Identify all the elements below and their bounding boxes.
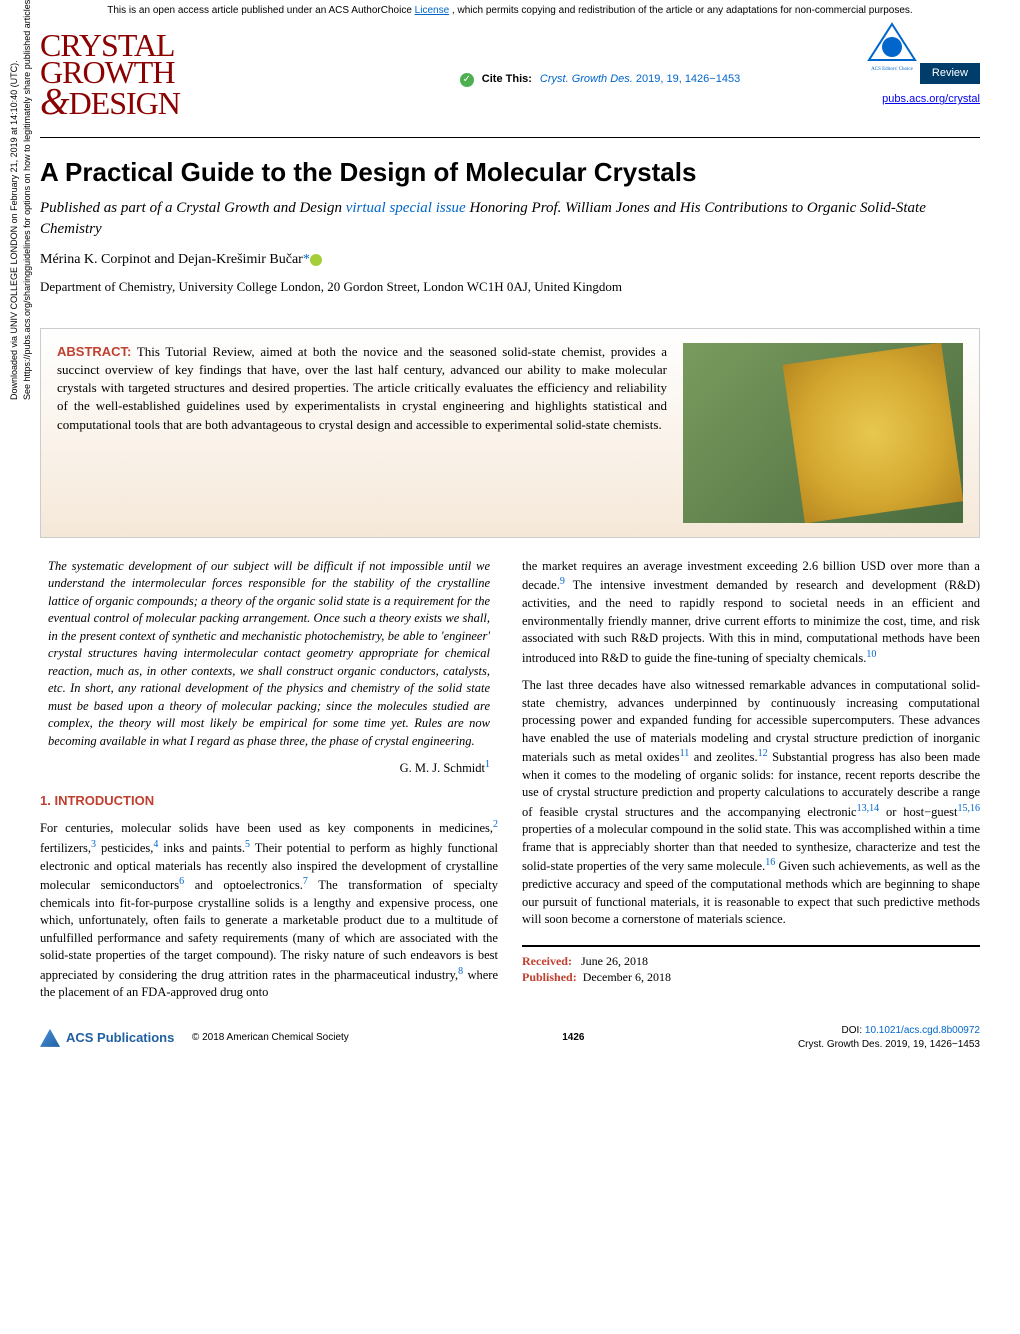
ref-9[interactable]: 9: [560, 576, 565, 587]
journal-logo: CRYSTAL GROWTH &DESIGN: [40, 22, 220, 129]
journal-ampersand: &: [40, 81, 69, 123]
doi-line: DOI: 10.1021/acs.cgd.8b00972: [798, 1024, 980, 1038]
checkmark-icon: ✓: [460, 73, 474, 87]
article-header: A Practical Guide to the Design of Molec…: [0, 154, 1020, 328]
received-label: Received:: [522, 954, 572, 968]
abstract-box: ABSTRACT: This Tutorial Review, aimed at…: [40, 328, 980, 538]
ref-12[interactable]: 12: [758, 748, 768, 759]
page-number: 1426: [562, 1031, 584, 1045]
abstract-text: ABSTRACT: This Tutorial Review, aimed at…: [57, 343, 667, 523]
right-badges: ACS Editors' Choice Review pubs.acs.org/…: [860, 22, 980, 108]
affiliation: Department of Chemistry, University Coll…: [40, 278, 980, 296]
page-footer: ACS Publications © 2018 American Chemica…: [0, 1012, 1020, 1072]
received-line: Received: June 26, 2018: [522, 953, 980, 970]
cite-details: 2019, 19, 1426−1453: [633, 73, 740, 85]
doi-link[interactable]: 10.1021/acs.cgd.8b00972: [865, 1025, 980, 1036]
received-date: June 26, 2018: [581, 954, 648, 968]
ref-5[interactable]: 5: [245, 839, 250, 850]
journal-name-line-3: &DESIGN: [40, 86, 220, 118]
subtitle-link[interactable]: virtual special issue: [346, 200, 466, 216]
license-link[interactable]: License: [415, 5, 449, 16]
column-left: The systematic development of our subjec…: [40, 558, 498, 1012]
epigraph-author: G. M. J. Schmidt: [400, 762, 485, 776]
published-label: Published:: [522, 970, 577, 984]
received-box: Received: June 26, 2018 Published: Decem…: [522, 945, 980, 987]
article-subtitle: Published as part of a Crystal Growth an…: [40, 198, 980, 240]
col2-para-2: The last three decades have also witness…: [522, 677, 980, 928]
ref-6[interactable]: 6: [179, 876, 184, 887]
epigraph-text: The systematic development of our subjec…: [48, 559, 490, 748]
abstract-body: This Tutorial Review, aimed at both the …: [57, 344, 667, 432]
review-badge: Review: [920, 63, 980, 84]
license-banner: This is an open access article published…: [0, 0, 1020, 22]
journal-design: DESIGN: [69, 85, 180, 121]
body-columns: The systematic development of our subjec…: [0, 558, 1020, 1012]
intro-para-1: For centuries, molecular solids have bee…: [40, 818, 498, 1002]
ref-4[interactable]: 4: [153, 839, 158, 850]
cite-link[interactable]: Cryst. Growth Des. 2019, 19, 1426−1453: [540, 72, 740, 87]
ref-8[interactable]: 8: [458, 966, 463, 977]
authors: Mérina K. Corpinot and Dejan-Krešimir Bu…: [40, 250, 980, 270]
svg-text:ACS Editors' Choice: ACS Editors' Choice: [871, 67, 914, 72]
acs-publications-text: ACS Publications: [66, 1029, 174, 1047]
ref-3[interactable]: 3: [91, 839, 96, 850]
ref-10[interactable]: 10: [866, 649, 876, 660]
footer-right: DOI: 10.1021/acs.cgd.8b00972 Cryst. Grow…: [798, 1024, 980, 1052]
published-line: Published: December 6, 2018: [522, 969, 980, 986]
ref-13-14[interactable]: 13,14: [857, 803, 880, 814]
acs-publications-logo: ACS Publications © 2018 American Chemica…: [40, 1029, 349, 1047]
epigraph-attribution: G. M. J. Schmidt1: [48, 758, 490, 778]
license-prefix: This is an open access article published…: [107, 5, 414, 16]
pubs-link[interactable]: pubs.acs.org/crystal: [860, 92, 980, 107]
cite-label: Cite This:: [482, 72, 532, 87]
acs-triangle-icon: [40, 1029, 60, 1047]
editors-choice-icon: ACS Editors' Choice: [867, 22, 917, 72]
col2-para-1: the market requires an average investmen…: [522, 558, 980, 667]
ref-2[interactable]: 2: [493, 819, 498, 830]
copyright-text: © 2018 American Chemical Society: [192, 1031, 349, 1045]
doi-label: DOI:: [842, 1025, 865, 1036]
epigraph-ref[interactable]: 1: [485, 759, 490, 770]
epigraph: The systematic development of our subjec…: [40, 558, 498, 778]
published-date: December 6, 2018: [583, 970, 671, 984]
article-title: A Practical Guide to the Design of Molec…: [40, 154, 980, 190]
abstract-graphic: [683, 343, 963, 523]
section-1-heading: 1. INTRODUCTION: [40, 792, 498, 810]
corresponding-mark: *: [303, 252, 310, 267]
header-divider: [40, 137, 980, 138]
ref-16[interactable]: 16: [765, 857, 775, 868]
header-row: CRYSTAL GROWTH &DESIGN ✓ Cite This: Crys…: [0, 22, 1020, 129]
footer-citation: Cryst. Growth Des. 2019, 19, 1426−1453: [798, 1038, 980, 1052]
license-suffix: , which permits copying and redistributi…: [452, 5, 913, 16]
ref-7[interactable]: 7: [303, 876, 308, 887]
column-right: the market requires an average investmen…: [522, 558, 980, 1012]
ref-15-16[interactable]: 15,16: [958, 803, 981, 814]
subtitle-prefix: Published as part of a Crystal Growth an…: [40, 200, 346, 216]
abstract-label: ABSTRACT:: [57, 344, 131, 359]
abstract-graphic-overlay: [783, 343, 963, 523]
ref-11[interactable]: 11: [680, 748, 690, 759]
author-names: Mérina K. Corpinot and Dejan-Krešimir Bu…: [40, 252, 303, 267]
orcid-icon[interactable]: [310, 254, 322, 266]
cite-journal: Cryst. Growth Des.: [540, 73, 633, 85]
